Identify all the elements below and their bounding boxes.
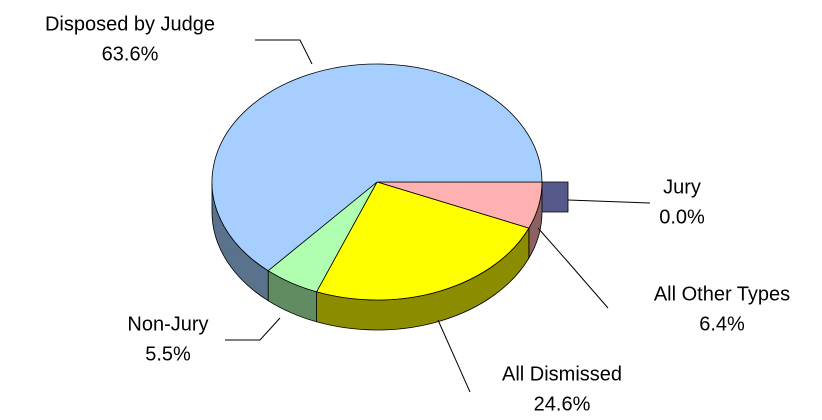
- slice-value-label: 6.4%: [699, 313, 745, 335]
- slice-value-label: 0.0%: [659, 206, 705, 228]
- leader-line: [537, 227, 609, 309]
- slice-label: Non-Jury: [127, 313, 208, 335]
- slice-label: All Dismissed: [502, 363, 622, 385]
- leader-line: [225, 317, 281, 341]
- slice-label: Disposed by Judge: [45, 13, 215, 35]
- labels: Jury 0.0% All Other Types 6.4% All Dismissed…: [45, 13, 790, 415]
- slice-label: All Other Types: [654, 283, 790, 305]
- slice-label: Jury: [663, 176, 701, 198]
- leader-line: [437, 319, 471, 393]
- pie: [211, 63, 569, 331]
- leader-line: [255, 39, 313, 65]
- slice-value-label: 24.6%: [534, 393, 591, 415]
- leader-line: [567, 199, 651, 204]
- slice-value-label: 5.5%: [145, 343, 191, 365]
- pie-slice: [211, 63, 543, 272]
- pie-slice: [315, 181, 530, 301]
- slice-value-label: 63.6%: [102, 43, 159, 65]
